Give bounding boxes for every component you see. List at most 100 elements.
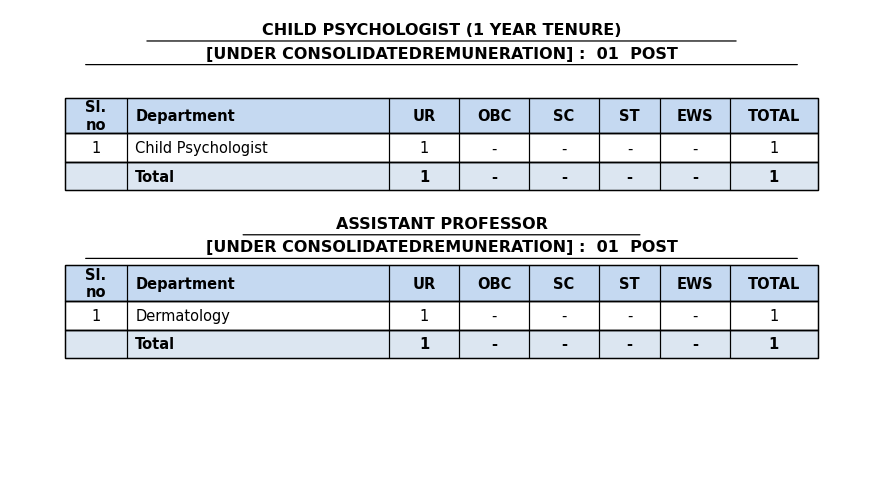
Text: Department: Department — [135, 276, 235, 291]
Bar — [599, 266, 660, 301]
Text: 1: 1 — [769, 169, 779, 184]
Text: -: - — [491, 169, 497, 184]
Text: -: - — [491, 141, 496, 156]
Bar — [599, 163, 660, 191]
Text: -: - — [627, 309, 632, 324]
Bar — [65, 266, 818, 301]
Text: 1: 1 — [91, 141, 101, 156]
Text: EWS: EWS — [677, 276, 713, 291]
Text: Department: Department — [135, 108, 235, 124]
Text: -: - — [491, 337, 497, 352]
Bar — [389, 301, 459, 331]
Bar — [730, 266, 818, 301]
Text: 1: 1 — [769, 337, 779, 352]
Bar — [65, 98, 818, 134]
Text: Dermatology: Dermatology — [135, 309, 230, 324]
Text: UR: UR — [412, 108, 435, 124]
Bar — [660, 331, 730, 358]
Bar — [65, 301, 818, 331]
Text: Total: Total — [135, 169, 176, 184]
Bar — [65, 266, 818, 301]
Text: Sl.
no: Sl. no — [86, 100, 107, 132]
Bar — [660, 134, 730, 163]
Text: -: - — [692, 169, 698, 184]
Text: 1: 1 — [419, 309, 428, 324]
Text: -: - — [627, 169, 632, 184]
Bar — [730, 163, 818, 191]
Text: ST: ST — [619, 108, 640, 124]
Bar — [730, 98, 818, 134]
Bar — [660, 98, 730, 134]
Bar — [126, 301, 389, 331]
Bar — [660, 266, 730, 301]
Bar — [730, 134, 818, 163]
Text: CHILD PSYCHOLOGIST (1 YEAR TENURE): CHILD PSYCHOLOGIST (1 YEAR TENURE) — [261, 23, 622, 38]
Text: Sl.
no: Sl. no — [86, 267, 107, 300]
Bar — [529, 163, 599, 191]
Text: OBC: OBC — [477, 108, 511, 124]
Text: TOTAL: TOTAL — [748, 108, 800, 124]
Bar — [529, 134, 599, 163]
Bar — [529, 331, 599, 358]
Bar — [529, 301, 599, 331]
Bar — [65, 134, 818, 163]
Bar — [459, 266, 529, 301]
Text: -: - — [562, 141, 567, 156]
Bar — [65, 301, 126, 331]
Text: 1: 1 — [769, 141, 779, 156]
Bar — [459, 331, 529, 358]
Bar — [65, 301, 818, 331]
Bar — [126, 331, 389, 358]
Text: -: - — [561, 337, 567, 352]
Text: 1: 1 — [91, 309, 101, 324]
Bar — [126, 163, 389, 191]
Bar — [459, 98, 529, 134]
Text: Total: Total — [135, 337, 176, 352]
Text: Child Psychologist: Child Psychologist — [135, 141, 268, 156]
Bar — [459, 134, 529, 163]
Text: SC: SC — [554, 276, 575, 291]
Text: [UNDER CONSOLIDATEDREMUNERATION] :  01  POST: [UNDER CONSOLIDATEDREMUNERATION] : 01 PO… — [206, 47, 677, 61]
Bar — [599, 301, 660, 331]
Bar — [599, 98, 660, 134]
Bar — [730, 331, 818, 358]
Bar — [389, 163, 459, 191]
Text: SC: SC — [554, 108, 575, 124]
Bar — [65, 163, 126, 191]
Bar — [730, 301, 818, 331]
Text: -: - — [692, 141, 698, 156]
Bar — [459, 301, 529, 331]
Bar — [126, 266, 389, 301]
Text: 1: 1 — [419, 169, 429, 184]
Bar — [660, 301, 730, 331]
Text: 1: 1 — [419, 141, 428, 156]
Bar — [459, 163, 529, 191]
Bar — [65, 134, 126, 163]
Bar — [389, 98, 459, 134]
Text: -: - — [562, 309, 567, 324]
Bar — [65, 98, 126, 134]
Text: -: - — [692, 337, 698, 352]
Text: -: - — [491, 309, 496, 324]
Text: OBC: OBC — [477, 276, 511, 291]
Bar — [65, 331, 818, 358]
Bar — [65, 163, 818, 191]
Text: -: - — [692, 309, 698, 324]
Bar — [65, 134, 818, 163]
Text: -: - — [627, 141, 632, 156]
Bar — [599, 331, 660, 358]
Text: -: - — [561, 169, 567, 184]
Text: 1: 1 — [769, 309, 779, 324]
Text: [UNDER CONSOLIDATEDREMUNERATION] :  01  POST: [UNDER CONSOLIDATEDREMUNERATION] : 01 PO… — [206, 240, 677, 255]
Bar — [65, 266, 126, 301]
Text: 1: 1 — [419, 337, 429, 352]
Text: ASSISTANT PROFESSOR: ASSISTANT PROFESSOR — [336, 216, 547, 231]
Bar — [65, 331, 818, 358]
Bar — [65, 98, 818, 134]
Bar — [599, 134, 660, 163]
Bar — [389, 331, 459, 358]
Bar — [65, 331, 126, 358]
Text: TOTAL: TOTAL — [748, 276, 800, 291]
Bar — [126, 134, 389, 163]
Text: EWS: EWS — [677, 108, 713, 124]
